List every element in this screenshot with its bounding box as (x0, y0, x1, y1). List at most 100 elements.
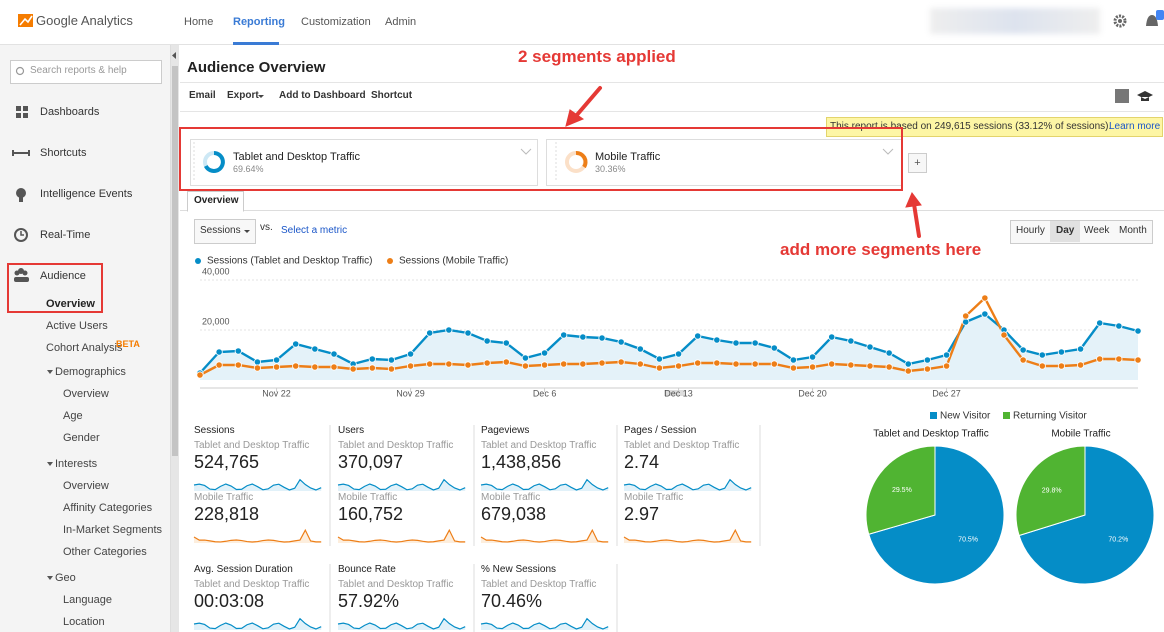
metric-segment: Tablet and Desktop Traffic (194, 440, 310, 451)
slice-label: 70.2% (1108, 536, 1128, 543)
sparkline-fill (481, 618, 609, 630)
line (199, 296, 1139, 377)
sparkline (337, 528, 466, 543)
nav-item[interactable]: Shortcuts (40, 147, 87, 159)
sidebar (0, 45, 171, 632)
nav-item[interactable]: Audience (40, 270, 86, 282)
granularity-group (1010, 220, 1153, 244)
metric-segment: Tablet and Desktop Traffic (481, 440, 597, 451)
point (1057, 348, 1066, 356)
point (560, 360, 568, 368)
metric-value: 70.46% (481, 591, 543, 611)
nav-link[interactable]: Customization (301, 16, 371, 28)
point (349, 365, 357, 373)
search-box[interactable] (10, 60, 162, 84)
point (732, 360, 740, 368)
point (1076, 345, 1085, 353)
pie-slice (865, 445, 936, 535)
point (1000, 331, 1008, 339)
metric-label: Pages / Session (624, 425, 697, 436)
point (770, 360, 778, 368)
nav-link[interactable]: Home (184, 16, 214, 28)
nav-group[interactable]: Demographics (55, 366, 126, 378)
metric-label: Pageviews (481, 425, 530, 436)
granularity-button[interactable]: Month (1119, 225, 1147, 236)
nav-subitem[interactable]: Gender (63, 432, 100, 444)
notice-link[interactable]: Learn more (1109, 121, 1161, 132)
nav-subitem[interactable]: Language (63, 594, 112, 606)
point (828, 333, 836, 341)
point (885, 349, 893, 357)
nav-subitem[interactable]: Active Users (46, 320, 108, 332)
nav-link[interactable]: Admin (385, 16, 417, 28)
point (617, 358, 625, 366)
sparkline-fill (194, 618, 322, 630)
point (770, 344, 778, 352)
point (521, 354, 530, 362)
point (694, 359, 702, 367)
nav-subitem[interactable]: Location (63, 616, 105, 628)
nav-subitem[interactable]: Overview (63, 388, 109, 400)
point (368, 355, 376, 363)
x-tick-label: Dec 13 (664, 388, 693, 398)
x-tick-label: Dec 27 (932, 388, 961, 398)
toolbar-button[interactable]: Shortcut (371, 90, 413, 101)
nav-subitem[interactable]: Other Categories (63, 546, 147, 558)
point (942, 362, 951, 370)
metric-label: Users (338, 425, 365, 436)
metric-select-label[interactable]: Sessions (200, 225, 241, 236)
nav-group[interactable]: Geo (55, 572, 76, 584)
nav-item[interactable]: Intelligence Events (40, 188, 133, 200)
nav-subitem[interactable]: Affinity Categories (63, 502, 153, 514)
metric-segment: Mobile Traffic (338, 492, 398, 503)
tab-label[interactable]: Overview (194, 195, 239, 206)
nav-subitem[interactable]: In-Market Segments (63, 524, 163, 536)
metric-value: 160,752 (338, 504, 404, 524)
tab[interactable] (187, 191, 244, 212)
legend-dot (387, 258, 393, 264)
point (445, 326, 453, 334)
point (674, 362, 683, 370)
nav-link[interactable]: Reporting (233, 16, 285, 28)
chart-scroll-handle[interactable] (664, 390, 686, 396)
annotation: 2 segments applied (518, 47, 676, 66)
granularity-button[interactable]: Week (1084, 225, 1110, 236)
point (540, 361, 549, 369)
view-icons[interactable] (1115, 89, 1153, 103)
point (713, 336, 721, 344)
x-tick-label: Dec 20 (798, 388, 827, 398)
point (368, 364, 376, 372)
add-segment-button[interactable]: + (908, 153, 927, 173)
point (1134, 327, 1142, 335)
sparkline (480, 478, 609, 491)
point (674, 350, 683, 358)
point (598, 359, 606, 367)
point (196, 371, 204, 379)
toolbar-button[interactable]: Export (227, 90, 259, 101)
nav-item[interactable]: Real-Time (40, 229, 91, 241)
point (1134, 356, 1142, 364)
nav-item[interactable]: Dashboards (40, 106, 100, 118)
metric-segment: Mobile Traffic (194, 492, 254, 503)
search-placeholder: Search reports & help (30, 65, 127, 76)
nav-subitem[interactable]: Overview (46, 298, 95, 310)
nav-subitem[interactable]: Overview (63, 480, 109, 492)
toolbar-button[interactable]: Add to Dashboard (279, 90, 366, 101)
metric-segment: Mobile Traffic (481, 492, 541, 503)
granularity-button[interactable]: Hourly (1016, 225, 1045, 236)
sidebar-scroll-thumb[interactable] (172, 66, 178, 456)
nav-subitem[interactable]: Cohort Analysis (46, 342, 123, 354)
point (981, 294, 989, 302)
legend-label: New Visitor (940, 411, 991, 422)
nav-subitem[interactable]: Age (63, 410, 83, 422)
select-metric-link[interactable]: Select a metric (281, 225, 348, 236)
beta-badge: BETA (116, 339, 140, 349)
point (636, 345, 644, 353)
sparkline (193, 528, 322, 543)
logo-text: Google Analytics (36, 13, 133, 28)
granularity-button[interactable]: Day (1056, 225, 1075, 236)
point (234, 361, 242, 369)
nav-group[interactable]: Interests (55, 458, 98, 470)
toolbar-button[interactable]: Email (189, 90, 216, 101)
metric-segment: Tablet and Desktop Traffic (338, 579, 454, 590)
